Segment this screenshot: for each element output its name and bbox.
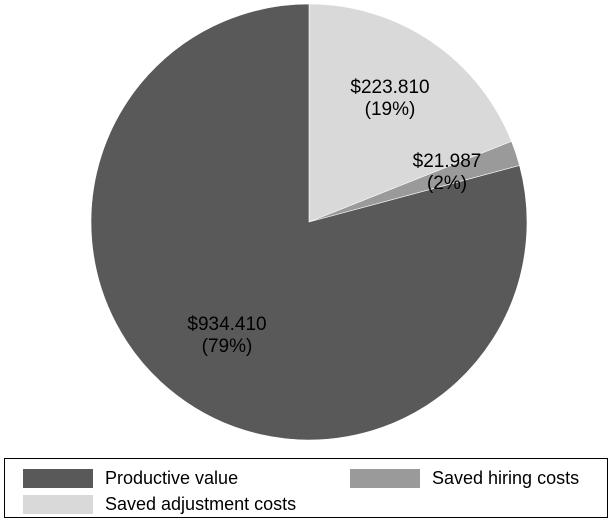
legend-swatch-productive-value (23, 468, 93, 488)
pie-chart: $223.810(19%) $21.987(2%) $934.410(79%) (90, 3, 528, 441)
legend-swatch-saved-hiring-costs (350, 468, 420, 488)
slice-percent-label: (79%) (202, 336, 253, 357)
legend: Productive value Saved hiring costs Save… (4, 458, 608, 518)
slice-value-label: $223.810 (350, 77, 429, 98)
slice-percent-label: (2%) (427, 173, 467, 194)
pie-slice-productive-value (90, 3, 528, 441)
pie-slices (90, 3, 528, 441)
pie-labels: $223.810(19%) $21.987(2%) $934.410(79%) (187, 77, 481, 357)
legend-label-saved-adjustment-costs: Saved adjustment costs (105, 493, 297, 514)
slice-percent-label: (19%) (365, 99, 416, 120)
slice-value-label: $21.987 (413, 151, 482, 172)
legend-label-productive-value: Productive value (105, 467, 239, 488)
slice-value-label: $934.410 (187, 314, 266, 335)
pie-slice-saved-adjustment-costs (308, 3, 512, 223)
legend-item-saved-adjustment-costs: Saved adjustment costs (23, 492, 296, 516)
legend-item-saved-hiring-costs: Saved hiring costs (350, 466, 579, 490)
legend-item-productive-value: Productive value (23, 466, 238, 490)
legend-label-saved-hiring-costs: Saved hiring costs (432, 467, 580, 488)
legend-swatch-saved-adjustment-costs (23, 494, 93, 514)
